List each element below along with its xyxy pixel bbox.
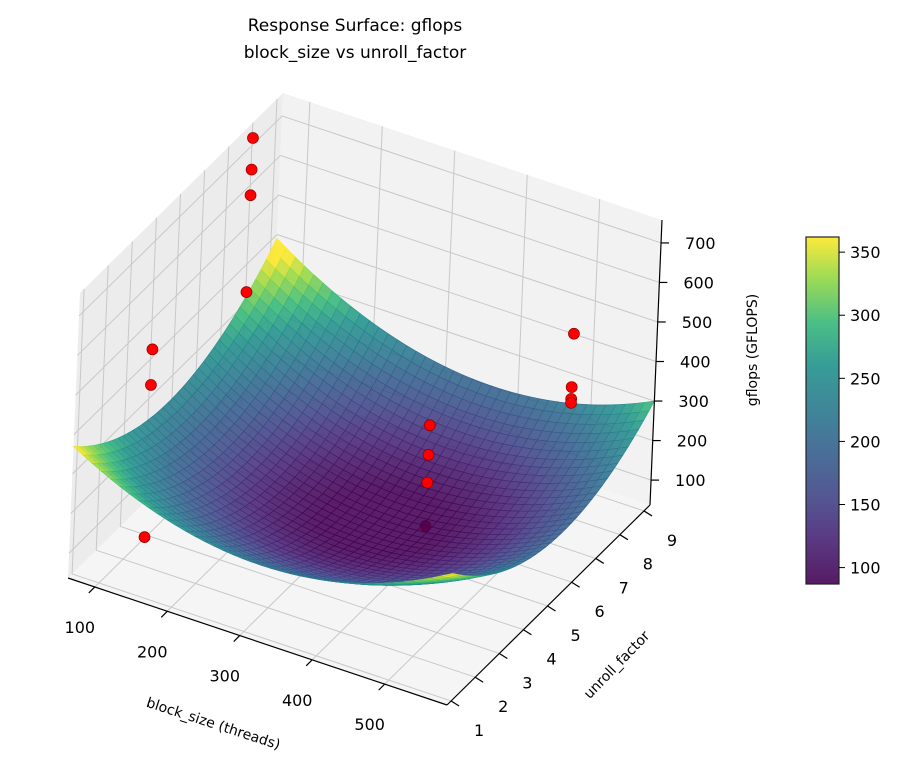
z-tick-label: 600 bbox=[683, 273, 714, 292]
data-point bbox=[566, 382, 577, 393]
x-tick bbox=[306, 660, 312, 666]
data-point bbox=[424, 420, 435, 431]
colorbar-tick-label: 250 bbox=[850, 369, 881, 388]
y-tick bbox=[451, 701, 459, 706]
colorbar-tick-label: 150 bbox=[850, 496, 881, 515]
x-tick bbox=[161, 611, 167, 617]
data-point bbox=[241, 287, 252, 298]
data-point bbox=[247, 132, 258, 143]
data-point bbox=[139, 532, 150, 543]
x-tick-label: 300 bbox=[209, 667, 240, 686]
x-tick bbox=[89, 587, 95, 593]
data-point bbox=[147, 344, 158, 355]
colorbar-tick-label: 300 bbox=[850, 306, 881, 325]
chart-subtitle: block_size vs unroll_factor bbox=[244, 43, 467, 63]
y-tick bbox=[596, 558, 604, 563]
z-tick-label: 400 bbox=[680, 353, 711, 372]
y-tick-label: 8 bbox=[643, 555, 653, 574]
colorbar bbox=[806, 237, 839, 584]
y-tick-label: 5 bbox=[570, 626, 580, 645]
x-tick bbox=[234, 636, 240, 642]
colorbar-ticks: 100 150 200 250 300 350 bbox=[839, 243, 881, 577]
data-point bbox=[423, 449, 434, 460]
y-tick-label: 2 bbox=[498, 697, 508, 716]
chart-title: Response Surface: gflops bbox=[248, 16, 463, 36]
z-tick-label: 300 bbox=[678, 392, 709, 411]
y-tick bbox=[620, 535, 628, 540]
data-point bbox=[145, 379, 156, 390]
z-axis-label: gflops (GFLOPS) bbox=[745, 294, 761, 406]
y-tick-label: 6 bbox=[595, 602, 605, 621]
data-point bbox=[422, 477, 433, 488]
y-tick bbox=[644, 511, 652, 516]
y-tick-label: 1 bbox=[474, 721, 484, 740]
x-tick bbox=[379, 684, 385, 690]
y-tick bbox=[523, 630, 531, 635]
z-tick-label: 500 bbox=[682, 313, 713, 332]
y-tick-label: 7 bbox=[619, 578, 629, 597]
y-axis-label: unroll_factor bbox=[581, 628, 653, 702]
y-tick bbox=[572, 582, 580, 587]
x-tick-label: 400 bbox=[282, 691, 313, 710]
colorbar-tick-label: 200 bbox=[850, 432, 881, 451]
colorbar-tick-label: 100 bbox=[850, 559, 881, 578]
y-tick-label: 9 bbox=[667, 531, 677, 550]
y-tick bbox=[499, 653, 507, 658]
x-tick-label: 100 bbox=[65, 618, 96, 637]
data-point bbox=[568, 328, 579, 339]
data-point bbox=[245, 190, 256, 201]
data-point bbox=[246, 164, 257, 175]
z-tick-label: 200 bbox=[677, 432, 708, 451]
y-tick bbox=[548, 606, 556, 611]
data-point bbox=[566, 397, 577, 408]
y-tick-label: 4 bbox=[546, 650, 556, 669]
y-tick-label: 3 bbox=[522, 673, 532, 692]
x-tick-label: 200 bbox=[137, 642, 168, 661]
z-tick-label: 700 bbox=[685, 234, 716, 253]
colorbar-tick-label: 350 bbox=[850, 243, 881, 262]
x-tick-label: 500 bbox=[354, 715, 385, 734]
z-tick-label: 100 bbox=[675, 471, 706, 490]
x-axis-label: block_size (threads) bbox=[144, 695, 282, 753]
y-tick bbox=[475, 677, 483, 682]
